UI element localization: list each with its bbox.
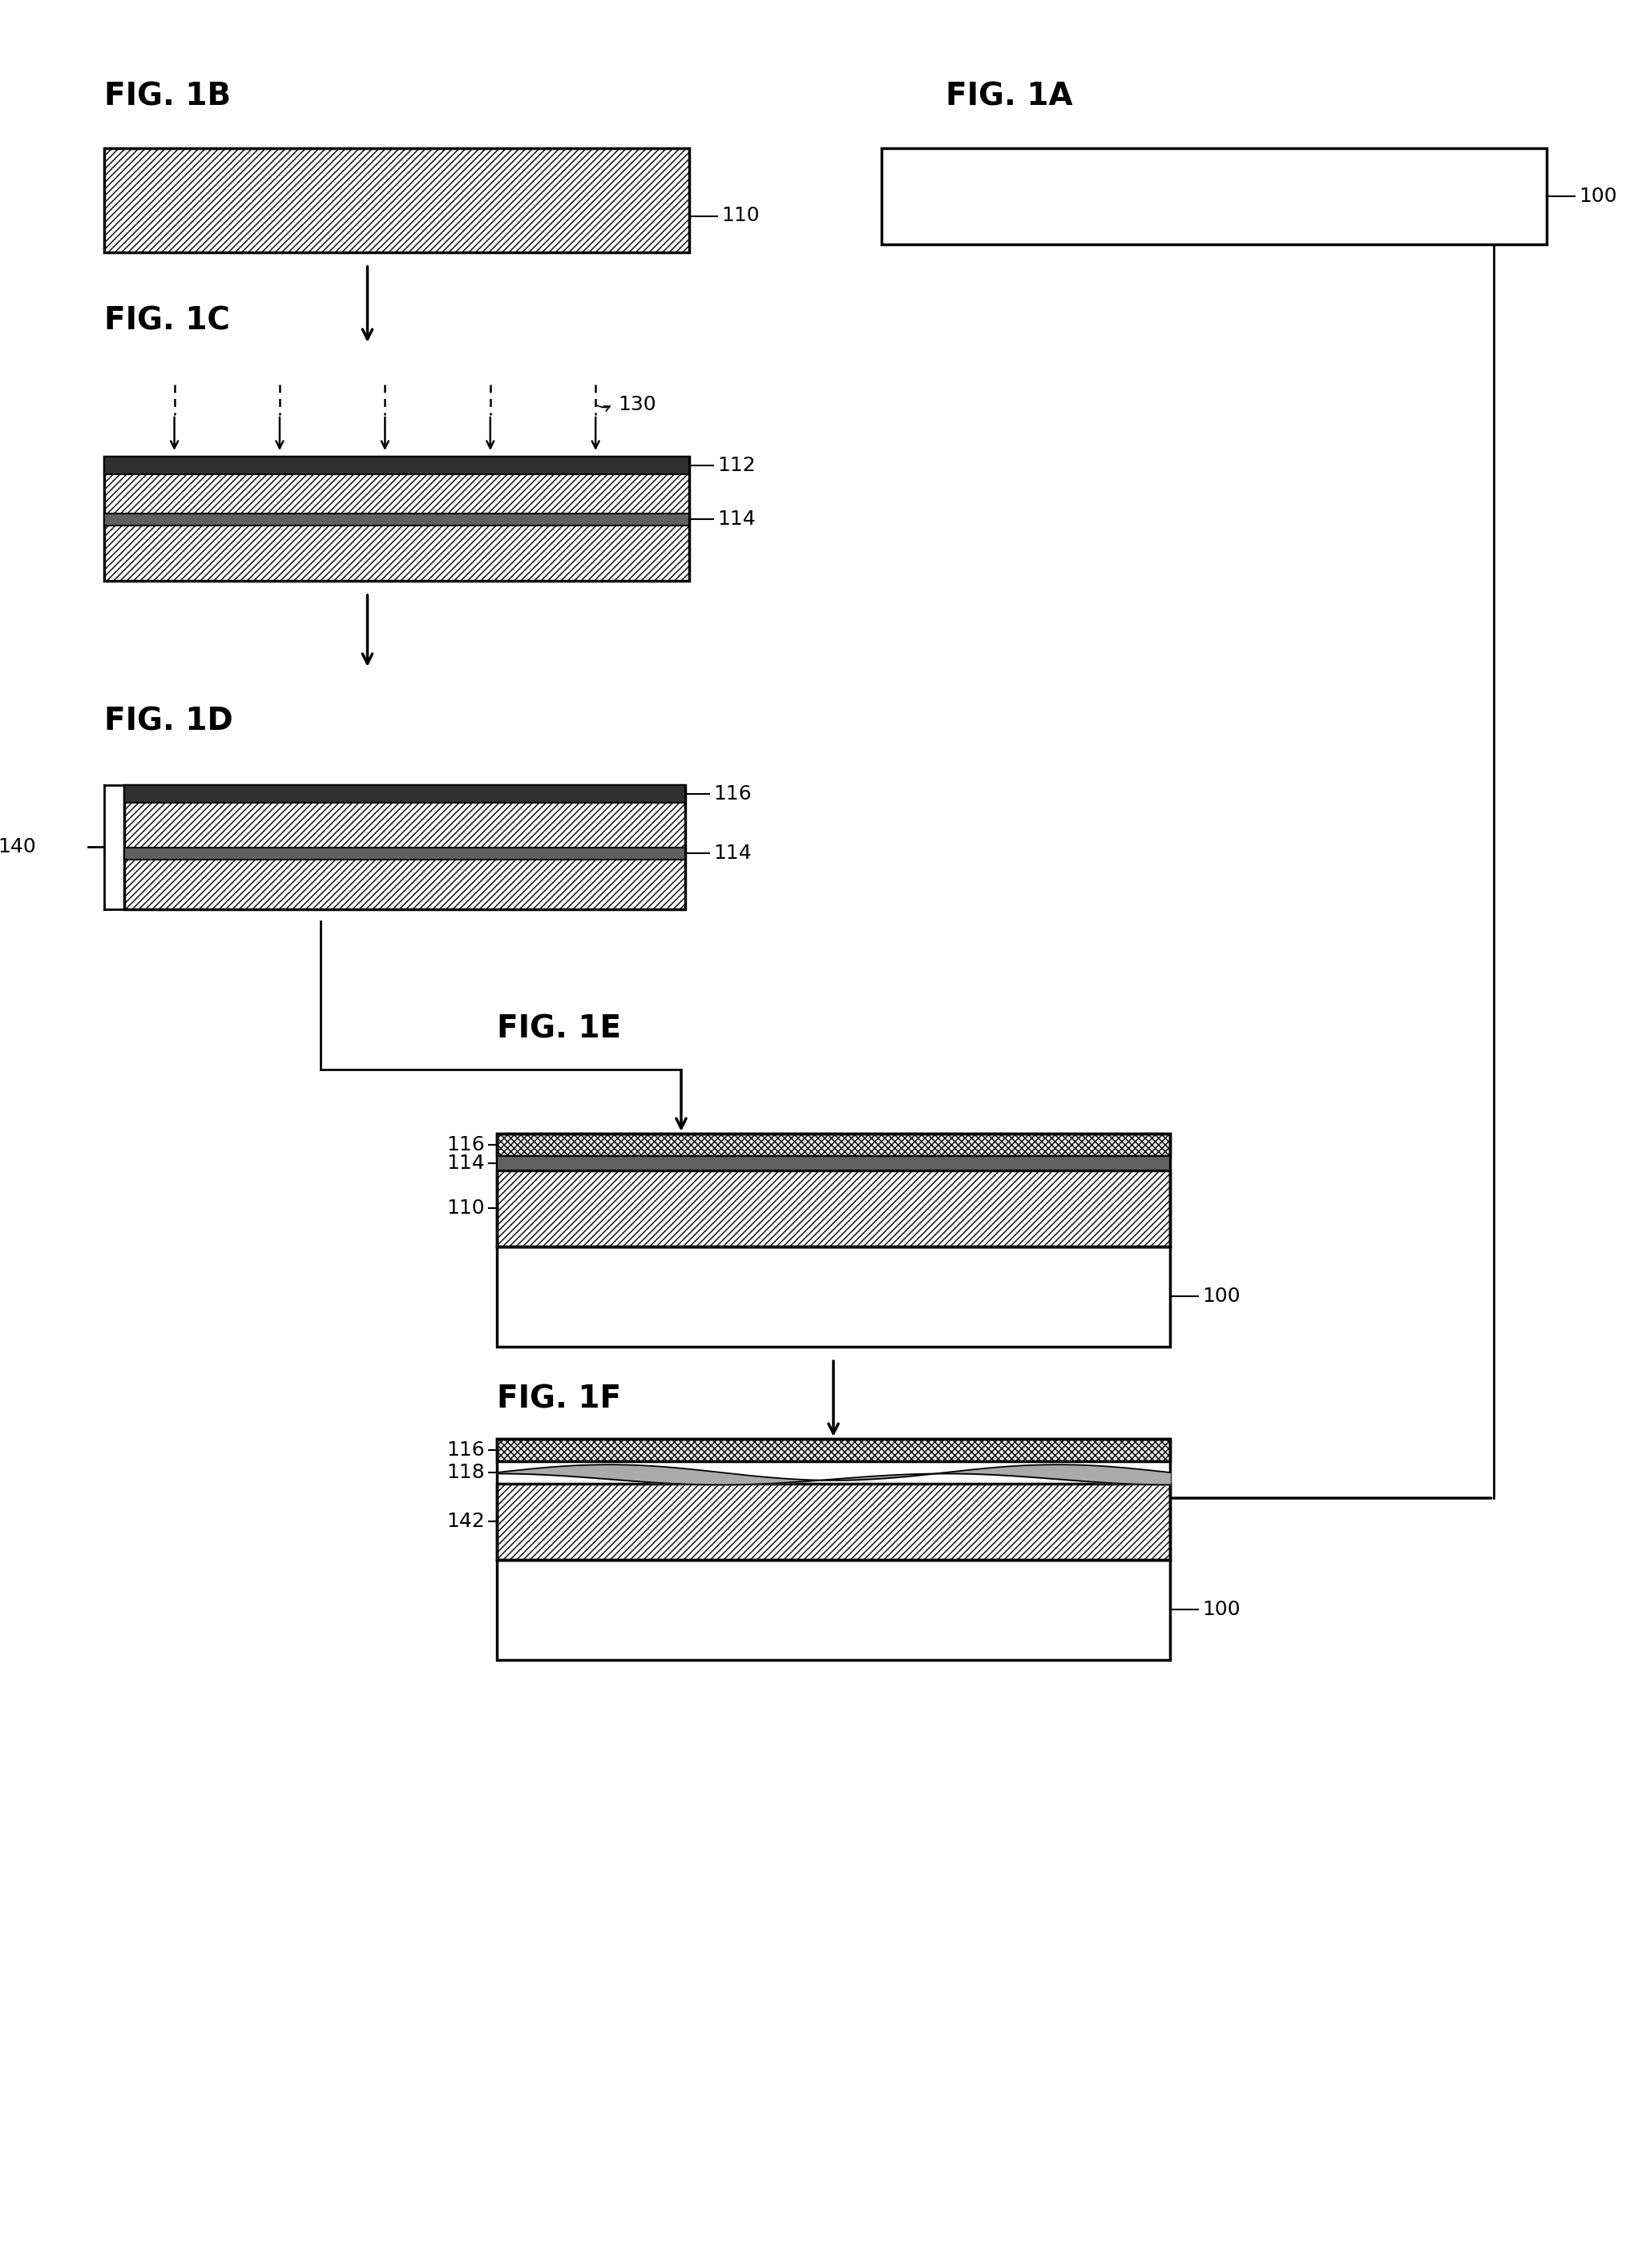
Bar <box>496 1438 1170 1560</box>
Text: 116: 116 <box>447 1440 485 1461</box>
Bar <box>496 1247 1170 1347</box>
Text: 112: 112 <box>717 456 755 474</box>
Text: FIG. 1B: FIG. 1B <box>105 82 231 111</box>
Bar <box>496 1134 1170 1247</box>
Text: FIG. 1A: FIG. 1A <box>945 82 1073 111</box>
Bar <box>496 1157 1170 1170</box>
Bar <box>124 785 685 803</box>
Bar <box>881 147 1546 245</box>
Text: 130: 130 <box>618 395 657 415</box>
Bar <box>105 456 690 581</box>
Text: 114: 114 <box>717 510 755 528</box>
Text: 114: 114 <box>713 844 752 862</box>
Text: 100: 100 <box>1202 1599 1240 1619</box>
Text: 100: 100 <box>1202 1286 1240 1306</box>
Text: 110: 110 <box>721 206 760 225</box>
Bar <box>496 1560 1170 1660</box>
Text: FIG. 1C: FIG. 1C <box>105 306 229 336</box>
Text: 116: 116 <box>713 785 752 803</box>
Text: FIG. 1E: FIG. 1E <box>496 1014 621 1046</box>
Bar <box>496 1438 1170 1461</box>
Text: 114: 114 <box>447 1154 485 1173</box>
Bar <box>496 1483 1170 1560</box>
Text: 100: 100 <box>1579 186 1617 206</box>
Bar <box>105 456 690 474</box>
Bar <box>105 515 690 526</box>
Text: FIG. 1F: FIG. 1F <box>496 1383 621 1413</box>
Bar <box>124 848 685 860</box>
Bar <box>105 147 690 252</box>
Text: 118: 118 <box>447 1463 485 1481</box>
Text: FIG. 1D: FIG. 1D <box>105 705 233 737</box>
Bar <box>496 1134 1170 1157</box>
Text: 116: 116 <box>447 1136 485 1154</box>
Text: 140: 140 <box>0 837 36 857</box>
Bar <box>124 785 685 909</box>
Text: 142: 142 <box>447 1513 485 1531</box>
Text: 110: 110 <box>447 1198 485 1218</box>
Bar <box>496 1170 1170 1247</box>
